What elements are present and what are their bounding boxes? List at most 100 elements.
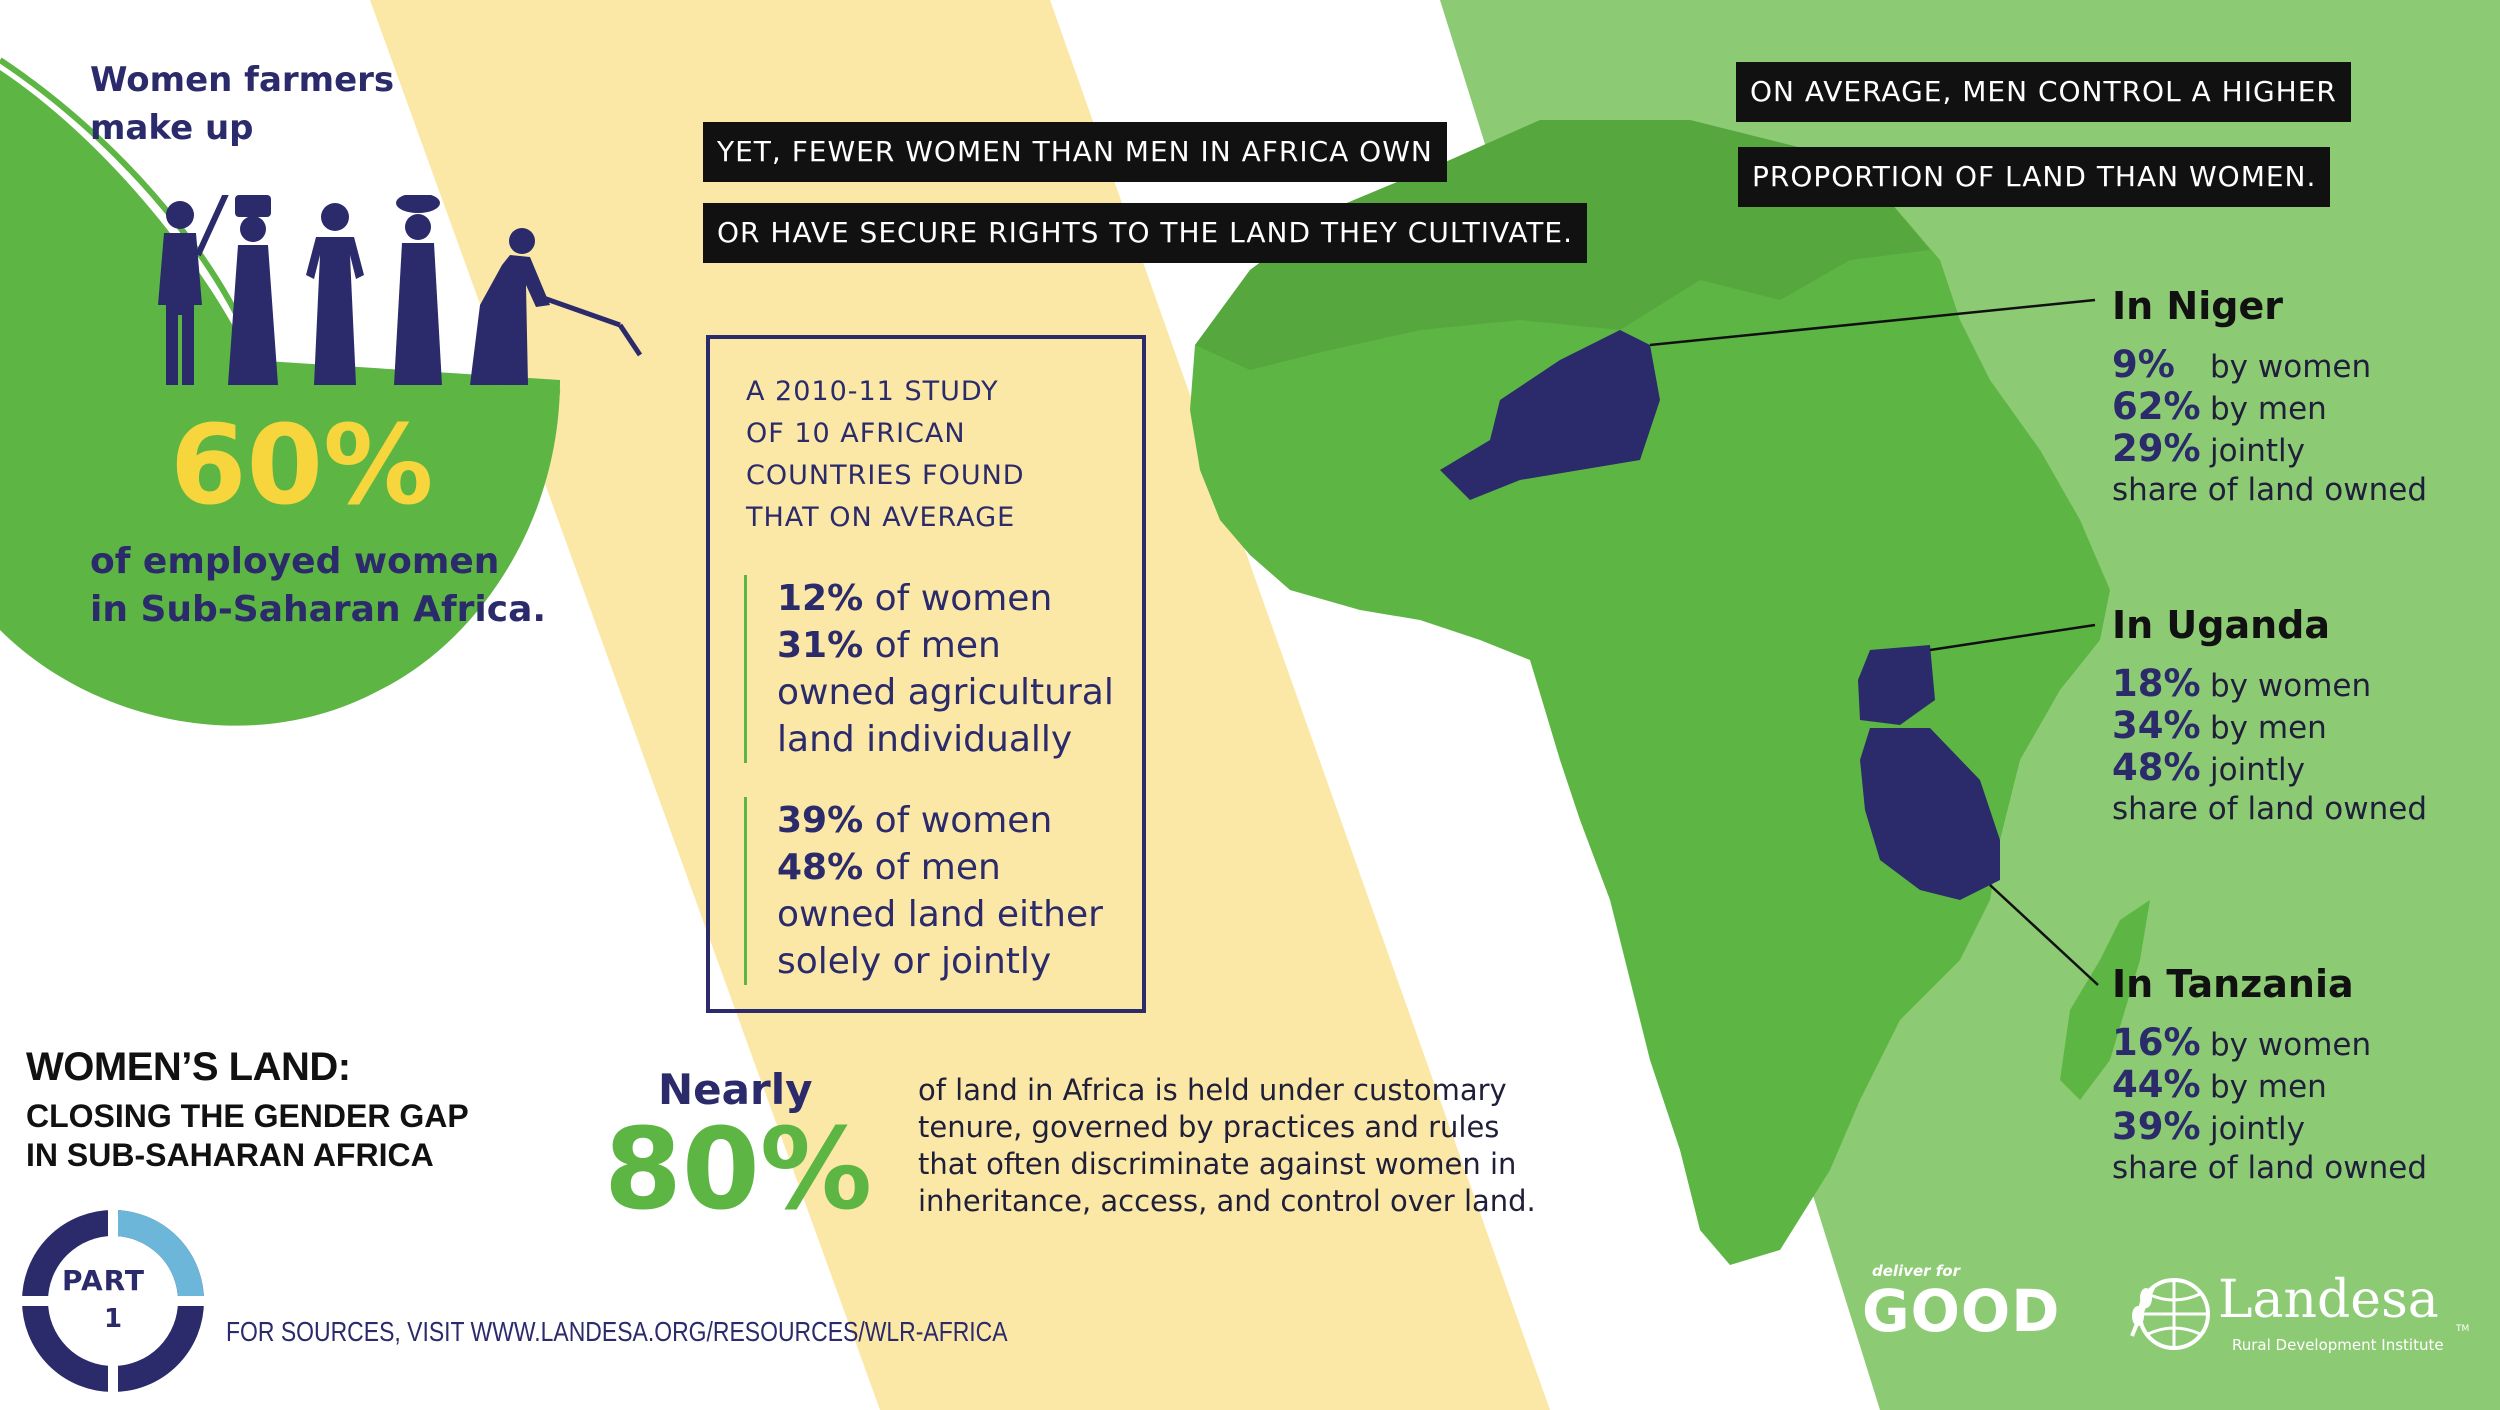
uganda-women-value: 18% xyxy=(2112,662,2201,705)
customary-percent: 80% xyxy=(604,1105,873,1235)
uganda-share-label: share of land owned xyxy=(2112,791,2428,827)
tanzania-women-row: 16% by women xyxy=(2112,1021,2371,1064)
by-men-label: by men xyxy=(2210,391,2327,427)
headline-line2: OR HAVE SECURE RIGHTS TO THE LAND THEY C… xyxy=(703,203,1587,263)
niger-men-value: 62% xyxy=(2112,385,2201,428)
tanzania-men-row: 44% by men xyxy=(2112,1063,2327,1106)
headline-right2: PROPORTION OF LAND THAN WOMEN. xyxy=(1738,147,2331,207)
stat-label: of men xyxy=(863,847,1001,888)
woman-figure-2 xyxy=(228,195,278,385)
yellow-band xyxy=(370,0,1550,1410)
stat-label: of women xyxy=(863,578,1053,619)
customary-line: inheritance, access, and control over la… xyxy=(918,1184,1536,1218)
women-farmers-heading: Women farmers make up xyxy=(90,56,394,152)
niger-shape xyxy=(1440,330,1660,500)
niger-women-row: 9% by women xyxy=(2112,343,2371,386)
part-number: 1 xyxy=(104,1304,123,1334)
by-women-label: by women xyxy=(2210,668,2372,704)
jointly-label: jointly xyxy=(2210,1111,2305,1147)
deliver-for-text: deliver for xyxy=(1872,1262,1960,1280)
stat-text: owned land either xyxy=(777,894,1103,935)
niger-leader-line xyxy=(1649,298,2096,347)
customary-line: of land in Africa is held under customar… xyxy=(918,1073,1507,1107)
study-intro-line: OF 10 AFRICAN xyxy=(746,418,966,449)
stat-women-joint: 39% xyxy=(777,800,864,841)
niger-share-label: share of land owned xyxy=(2112,472,2428,508)
sources-link[interactable]: FOR SOURCES, VISIT WWW.LANDESA.ORG/RESOU… xyxy=(226,1316,1008,1347)
good-text: GOOD xyxy=(1862,1277,2061,1345)
niger-women-value: 9% xyxy=(2112,343,2175,386)
women-farmers-illustration xyxy=(158,195,643,385)
employed-line1: of employed women xyxy=(90,541,500,582)
study-intro-line: A 2010-11 STUDY xyxy=(746,376,999,407)
study-intro: A 2010-11 STUDY OF 10 AFRICAN COUNTRIES … xyxy=(746,371,1025,539)
tanzania-jointly-row: 39% jointly xyxy=(2112,1105,2305,1148)
africa-map xyxy=(1190,120,2110,1265)
woman-figure-5 xyxy=(470,228,643,385)
by-men-label: by men xyxy=(2210,1069,2327,1105)
by-women-label: by women xyxy=(2210,349,2372,385)
stat-women-individual: 12% xyxy=(777,578,864,619)
study-intro-line: COUNTRIES FOUND xyxy=(746,460,1025,491)
landesa-tm: TM xyxy=(2456,1324,2470,1334)
landesa-logo: Landesa TM Rural Development Institute xyxy=(2124,1262,2469,1362)
stat-men-joint: 48% xyxy=(777,847,864,888)
uganda-jointly-row: 48% jointly xyxy=(2112,746,2305,789)
uganda-shape xyxy=(1858,645,1935,725)
deliver-for-good-logo: deliver for GOOD xyxy=(1862,1262,2060,1342)
jointly-label: jointly xyxy=(2210,433,2305,469)
niger-men-row: 62% by men xyxy=(2112,385,2327,428)
uganda-title: In Uganda xyxy=(2112,603,2331,647)
woman-figure-4 xyxy=(394,195,442,385)
stat-men-individual: 31% xyxy=(777,625,864,666)
uganda-jointly-value: 48% xyxy=(2112,746,2201,789)
stat-text: owned agricultural xyxy=(777,672,1114,713)
stat-text: solely or jointly xyxy=(777,941,1052,982)
landesa-text: Landesa xyxy=(2218,1270,2439,1330)
stat-label: of women xyxy=(863,800,1053,841)
title-sub2: IN SUB-SAHARAN AFRICA xyxy=(26,1137,434,1173)
study-box: A 2010-11 STUDY OF 10 AFRICAN COUNTRIES … xyxy=(706,335,1146,1013)
nearly-label: Nearly xyxy=(658,1065,813,1114)
study-group-joint: 39% of women 48% of men owned land eithe… xyxy=(744,797,1103,985)
tanzania-men-value: 44% xyxy=(2112,1063,2201,1106)
uganda-women-row: 18% by women xyxy=(2112,662,2371,705)
uganda-leader-line xyxy=(1929,623,2096,652)
by-women-label: by women xyxy=(2210,1027,2372,1063)
customary-line: tenure, governed by practices and rules xyxy=(918,1110,1500,1144)
tanzania-share-label: share of land owned xyxy=(2112,1150,2428,1186)
tanzania-jointly-value: 39% xyxy=(2112,1105,2201,1148)
stat-text: land individually xyxy=(777,719,1073,760)
headline-right1: ON AVERAGE, MEN CONTROL A HIGHER xyxy=(1736,62,2351,122)
study-intro-line: THAT ON AVERAGE xyxy=(746,502,1016,533)
title-main: WOMEN’S LAND: xyxy=(26,1045,351,1089)
uganda-men-row: 34% by men xyxy=(2112,704,2327,747)
study-group-individual: 12% of women 31% of men owned agricultur… xyxy=(744,575,1114,763)
headline-line1: YET, FEWER WOMEN THAN MEN IN AFRICA OWN xyxy=(703,122,1447,182)
part-badge xyxy=(22,1210,204,1392)
stat-label: of men xyxy=(863,625,1001,666)
woman-figure-3 xyxy=(306,203,364,385)
tanzania-women-value: 16% xyxy=(2112,1021,2201,1064)
infographic-title: WOMEN’S LAND: CLOSING THE GENDER GAP IN … xyxy=(26,1045,469,1174)
niger-jointly-row: 29% jointly xyxy=(2112,427,2305,470)
employed-women-text: of employed women in Sub-Saharan Africa. xyxy=(90,538,546,634)
landesa-globe-icon xyxy=(2130,1278,2210,1350)
customary-line: that often discriminate against women in xyxy=(918,1147,1517,1181)
by-men-label: by men xyxy=(2210,710,2327,746)
women-farmers-line1: Women farmers xyxy=(90,60,395,100)
employed-line2: in Sub-Saharan Africa. xyxy=(90,589,547,630)
women-farmers-line2: make up xyxy=(90,108,254,148)
tanzania-leader-line xyxy=(1989,884,2099,986)
niger-title: In Niger xyxy=(2112,284,2283,328)
landesa-rdi-text: Rural Development Institute xyxy=(2232,1336,2444,1354)
madagascar xyxy=(2060,900,2150,1100)
uganda-men-value: 34% xyxy=(2112,704,2201,747)
customary-text: of land in Africa is held under customar… xyxy=(918,1072,1536,1220)
jointly-label: jointly xyxy=(2210,752,2305,788)
part-label: PART xyxy=(62,1264,146,1297)
women-farmers-percent: 60% xyxy=(170,401,434,529)
woman-figure-1 xyxy=(158,195,229,385)
green-circle-segment xyxy=(0,70,560,726)
